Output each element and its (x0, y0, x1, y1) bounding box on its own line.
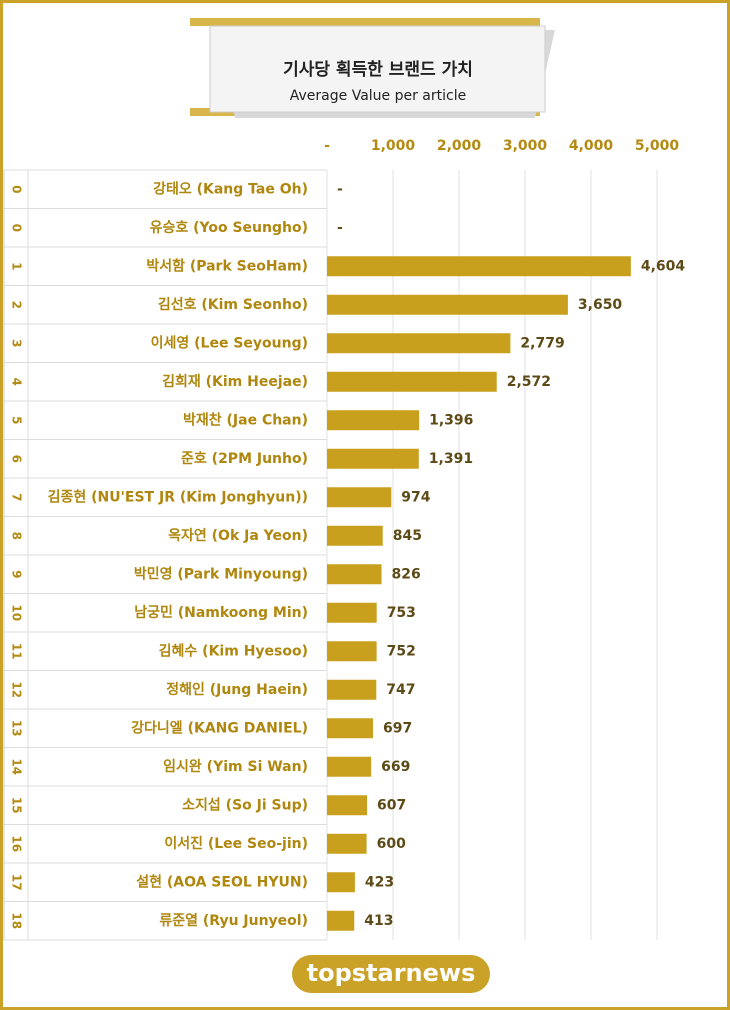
category-label: 류준열 (Ryu Junyeol) (159, 912, 308, 929)
rank-label: 15 (10, 797, 24, 814)
rank-label: 18 (10, 912, 24, 929)
value-label: 423 (365, 874, 394, 890)
bar (327, 795, 368, 816)
rank-label: 3 (10, 339, 24, 347)
category-label: 유승호 (Yoo Seungho) (150, 220, 308, 236)
x-tick-label: 4,000 (569, 138, 614, 154)
rank-label: 10 (10, 604, 24, 621)
category-label: 김희재 (Kim Heejae) (162, 373, 308, 390)
category-label: 김선호 (Kim Seonho) (158, 296, 308, 313)
rank-label: 2 (10, 301, 24, 309)
bar (327, 756, 372, 777)
category-label: 정해인 (Jung Haein) (166, 681, 308, 698)
bar (327, 679, 377, 700)
rank-label: 7 (10, 493, 24, 501)
category-label: 설현 (AOA SEOL HYUN) (136, 874, 308, 890)
bar (327, 910, 355, 931)
rank-label: 14 (10, 758, 24, 775)
value-label: 2,779 (520, 335, 564, 351)
value-label: 413 (364, 913, 393, 929)
x-tick-label: - (324, 138, 330, 154)
value-label: 845 (393, 528, 422, 544)
value-label: 747 (386, 682, 415, 698)
category-label: 박민영 (Park Minyoung) (134, 565, 308, 582)
value-label: 3,650 (578, 297, 623, 313)
header-banner (190, 18, 555, 118)
category-label: 박서함 (Park SeoHam) (146, 257, 308, 274)
bar (327, 525, 383, 546)
bar (327, 333, 511, 354)
chart-subtitle: Average Value per article (290, 88, 466, 104)
value-label: 697 (383, 720, 412, 736)
category-label: 김혜수 (Kim Hyesoo) (159, 642, 308, 659)
rank-label: 5 (10, 416, 24, 424)
category-label: 김종현 (NU'EST JR (Kim Jonghyun)) (48, 488, 308, 505)
value-label: 607 (377, 797, 406, 813)
value-label: 600 (377, 836, 406, 852)
category-label: 소지섭 (So Ji Sup) (182, 797, 308, 813)
value-label: 2,572 (507, 374, 551, 390)
value-label: 1,396 (429, 412, 473, 428)
category-label: 옥자연 (Ok Ja Yeon) (168, 528, 308, 544)
logo-text: topstarnews (307, 959, 476, 987)
value-label: 752 (387, 643, 416, 659)
category-label: 준호 (2PM Junho) (181, 451, 308, 467)
bar (327, 833, 367, 854)
category-label: 이세영 (Lee Seyoung) (151, 334, 308, 351)
bar (327, 602, 377, 623)
category-label: 임시완 (Yim Si Wan) (163, 759, 308, 775)
rank-label: 6 (10, 455, 24, 463)
value-label: 753 (387, 605, 416, 621)
category-label: 남궁민 (Namkoong Min) (134, 604, 308, 621)
rank-label: 8 (10, 532, 24, 540)
rank-label: 12 (10, 681, 24, 698)
category-label: 이서진 (Lee Seo-jin) (164, 835, 308, 852)
bar (327, 294, 568, 315)
rank-label: 9 (10, 570, 24, 578)
category-label: 강태오 (Kang Tae Oh) (153, 180, 308, 197)
bar (327, 371, 497, 392)
chart-title: 기사당 획득한 브랜드 가치 (283, 60, 473, 80)
bar (327, 718, 374, 739)
bar (327, 564, 382, 585)
bar (327, 410, 420, 431)
value-label: 4,604 (641, 258, 686, 274)
value-label: 974 (401, 489, 430, 505)
rank-label: 16 (10, 835, 24, 852)
category-label: 강다니엘 (KANG DANIEL) (131, 719, 308, 736)
value-label: 1,391 (429, 451, 473, 467)
rank-label: 0 (10, 185, 24, 193)
rank-label: 4 (10, 378, 24, 386)
value-label: 826 (392, 566, 421, 582)
footer-logo: topstarnews (292, 955, 490, 993)
rank-label: 13 (10, 720, 24, 737)
x-tick-label: 2,000 (437, 138, 482, 154)
bar (327, 448, 419, 469)
bar (327, 256, 631, 277)
bar (327, 641, 377, 662)
value-label: 669 (381, 759, 410, 775)
category-label: 박재찬 (Jae Chan) (183, 411, 308, 428)
x-tick-label: 3,000 (503, 138, 548, 154)
bar (327, 487, 392, 508)
rank-label: 17 (10, 874, 24, 891)
x-tick-label: 5,000 (635, 138, 680, 154)
bar (327, 872, 355, 893)
rank-label: 11 (10, 643, 24, 660)
value-label: - (337, 220, 343, 236)
value-label: - (337, 181, 343, 197)
x-tick-label: 1,000 (371, 138, 416, 154)
rank-label: 1 (10, 262, 24, 270)
rank-label: 0 (10, 224, 24, 232)
